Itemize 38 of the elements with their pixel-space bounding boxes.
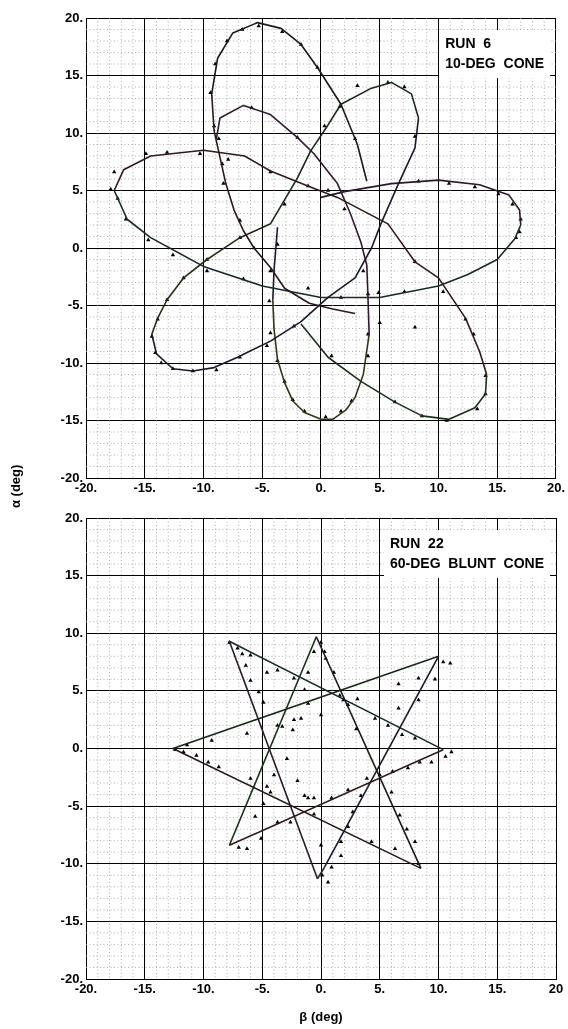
- x-axis-title: β (deg): [299, 1008, 343, 1024]
- y-tick-label: 15.: [64, 567, 83, 583]
- annotation: RUN 6: [445, 34, 492, 51]
- x-tick-label: 15.: [488, 981, 507, 997]
- y-tick-label: 10.: [64, 624, 83, 640]
- y-axis-title: α (deg): [8, 464, 23, 508]
- y-tick-label: 0.: [72, 740, 83, 756]
- y-tick-label: 15.: [64, 67, 83, 83]
- y-tick-label: 5.: [72, 182, 83, 198]
- x-tick-label: 10.: [429, 480, 448, 496]
- y-tick-label: 10.: [64, 124, 83, 140]
- x-tick-label: -10.: [192, 480, 215, 496]
- y-tick-label: -15.: [60, 412, 83, 428]
- y-tick-label: -15.: [60, 912, 83, 928]
- annotation: 60-DEG BLUNT CONE: [389, 554, 544, 571]
- y-tick-label: 20.: [64, 9, 83, 25]
- y-tick-label: 5.: [72, 682, 83, 698]
- annotation: RUN 22: [389, 534, 444, 551]
- x-tick-label: -10.: [192, 981, 215, 997]
- x-tick-label: 20.: [546, 480, 565, 496]
- x-tick-label: -15.: [133, 981, 156, 997]
- y-tick-label: -10.: [60, 855, 83, 871]
- x-tick-label: -5.: [254, 981, 270, 997]
- x-tick-label: -5.: [254, 480, 270, 496]
- y-tick-label: 20.: [64, 509, 83, 525]
- x-tick-label: -15.: [133, 480, 156, 496]
- x-tick-label: 0.: [315, 981, 327, 997]
- x-tick-label: 10.: [429, 981, 448, 997]
- y-tick-label: -5.: [67, 297, 83, 313]
- x-tick-label: 20: [548, 981, 564, 997]
- x-tick-label: 0.: [315, 480, 327, 496]
- x-tick-label: 5.: [374, 480, 386, 496]
- y-tick-label: 0.: [72, 239, 83, 255]
- annotation: 10-DEG CONE: [445, 54, 544, 71]
- y-tick-label: -5.: [67, 797, 83, 813]
- x-tick-label: 15.: [488, 480, 507, 496]
- x-tick-label: 5.: [374, 981, 386, 997]
- y-tick-label: -10.: [60, 354, 83, 370]
